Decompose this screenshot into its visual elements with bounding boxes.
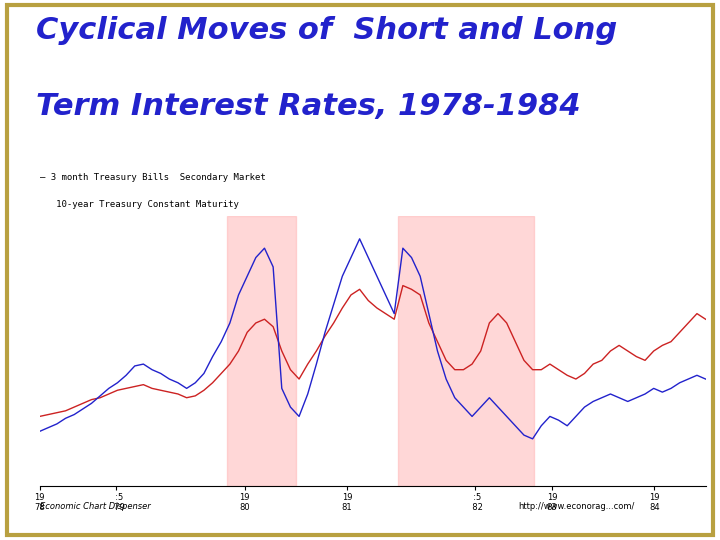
Text: Cyclical Moves of  Short and Long: Cyclical Moves of Short and Long — [36, 16, 617, 45]
Text: 10-year Treasury Constant Maturity: 10-year Treasury Constant Maturity — [40, 200, 238, 209]
Text: Term Interest Rates, 1978-1984: Term Interest Rates, 1978-1984 — [36, 92, 580, 121]
Text: http://www.econorag...com/: http://www.econorag...com/ — [518, 502, 635, 511]
Bar — [398, 216, 534, 486]
Text: — 3 month Treasury Bills  Secondary Market: — 3 month Treasury Bills Secondary Marke… — [40, 173, 266, 182]
Text: Economic Chart Dispenser: Economic Chart Dispenser — [40, 502, 150, 511]
Bar — [227, 216, 296, 486]
